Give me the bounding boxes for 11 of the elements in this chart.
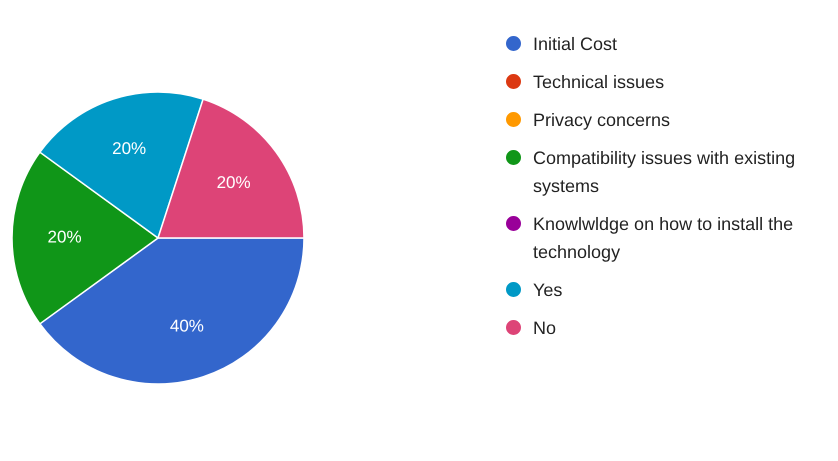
data-label: 20% [112, 138, 146, 158]
legend-label: No [533, 317, 556, 340]
legend-label: Compatibility issues with existing systems [533, 147, 796, 198]
legend-label: Knowlwldge on how to install the technology [533, 213, 794, 264]
legend-label: Yes [533, 279, 562, 302]
legend-label: Privacy concerns [533, 109, 670, 132]
data-label: 20% [48, 228, 82, 247]
legend-label: Technical issues [533, 71, 664, 94]
data-label: 40% [170, 316, 204, 336]
data-label: 20% [216, 172, 251, 192]
legend-label: Initial Cost [533, 33, 618, 56]
